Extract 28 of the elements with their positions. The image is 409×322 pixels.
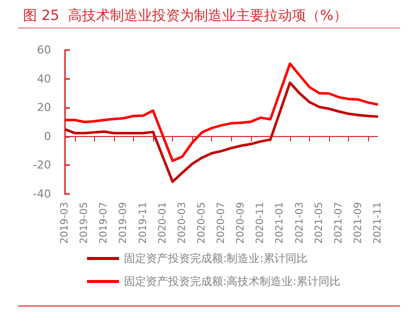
x-tick-label: 2021-09 [352,202,364,244]
legend-label: 固定资产投资完成额:高技术制造业:累计同比 [124,275,340,288]
x-tick-label: 2019-07 [98,202,110,244]
x-tick-label: 2020-11 [255,202,266,244]
x-tick-label: 2021-03 [294,202,306,244]
x-tick-label: 2021-11 [372,202,384,244]
x-tick-label: 2019-05 [79,202,90,244]
line-series [64,62,380,162]
y-tick-label: 40 [37,72,51,86]
y-tick-label: 0 [44,130,51,143]
x-tick-label: 2019-03 [60,202,70,244]
x-tick-label: 2019-09 [118,202,130,244]
chart-title: 图 25 高技术制造业投资为制造业主要拉动项（%） [23,8,348,24]
x-tick-label: 2020-07 [216,202,227,244]
y-tick-label: -40 [33,188,51,200]
x-tick-label: 2020-05 [196,202,208,244]
x-tick-label: 2021-01 [274,202,286,244]
y-tick-label: 60 [37,44,51,56]
x-tick-label: 2021-05 [314,202,325,244]
x-tick-label: 2021-07 [333,202,344,244]
y-tick-label: 20 [37,101,51,114]
y-tick-label: -20 [33,158,51,172]
x-tick-label: 2019-11 [138,202,149,244]
legend-label: 固定资产投资完成额:制造业:累计同比 [124,252,308,265]
x-tick-label: 2020-01 [157,202,168,244]
x-tick-label: 2020-03 [176,202,188,244]
x-tick-label: 2020-09 [236,202,247,244]
line-series [64,81,380,184]
